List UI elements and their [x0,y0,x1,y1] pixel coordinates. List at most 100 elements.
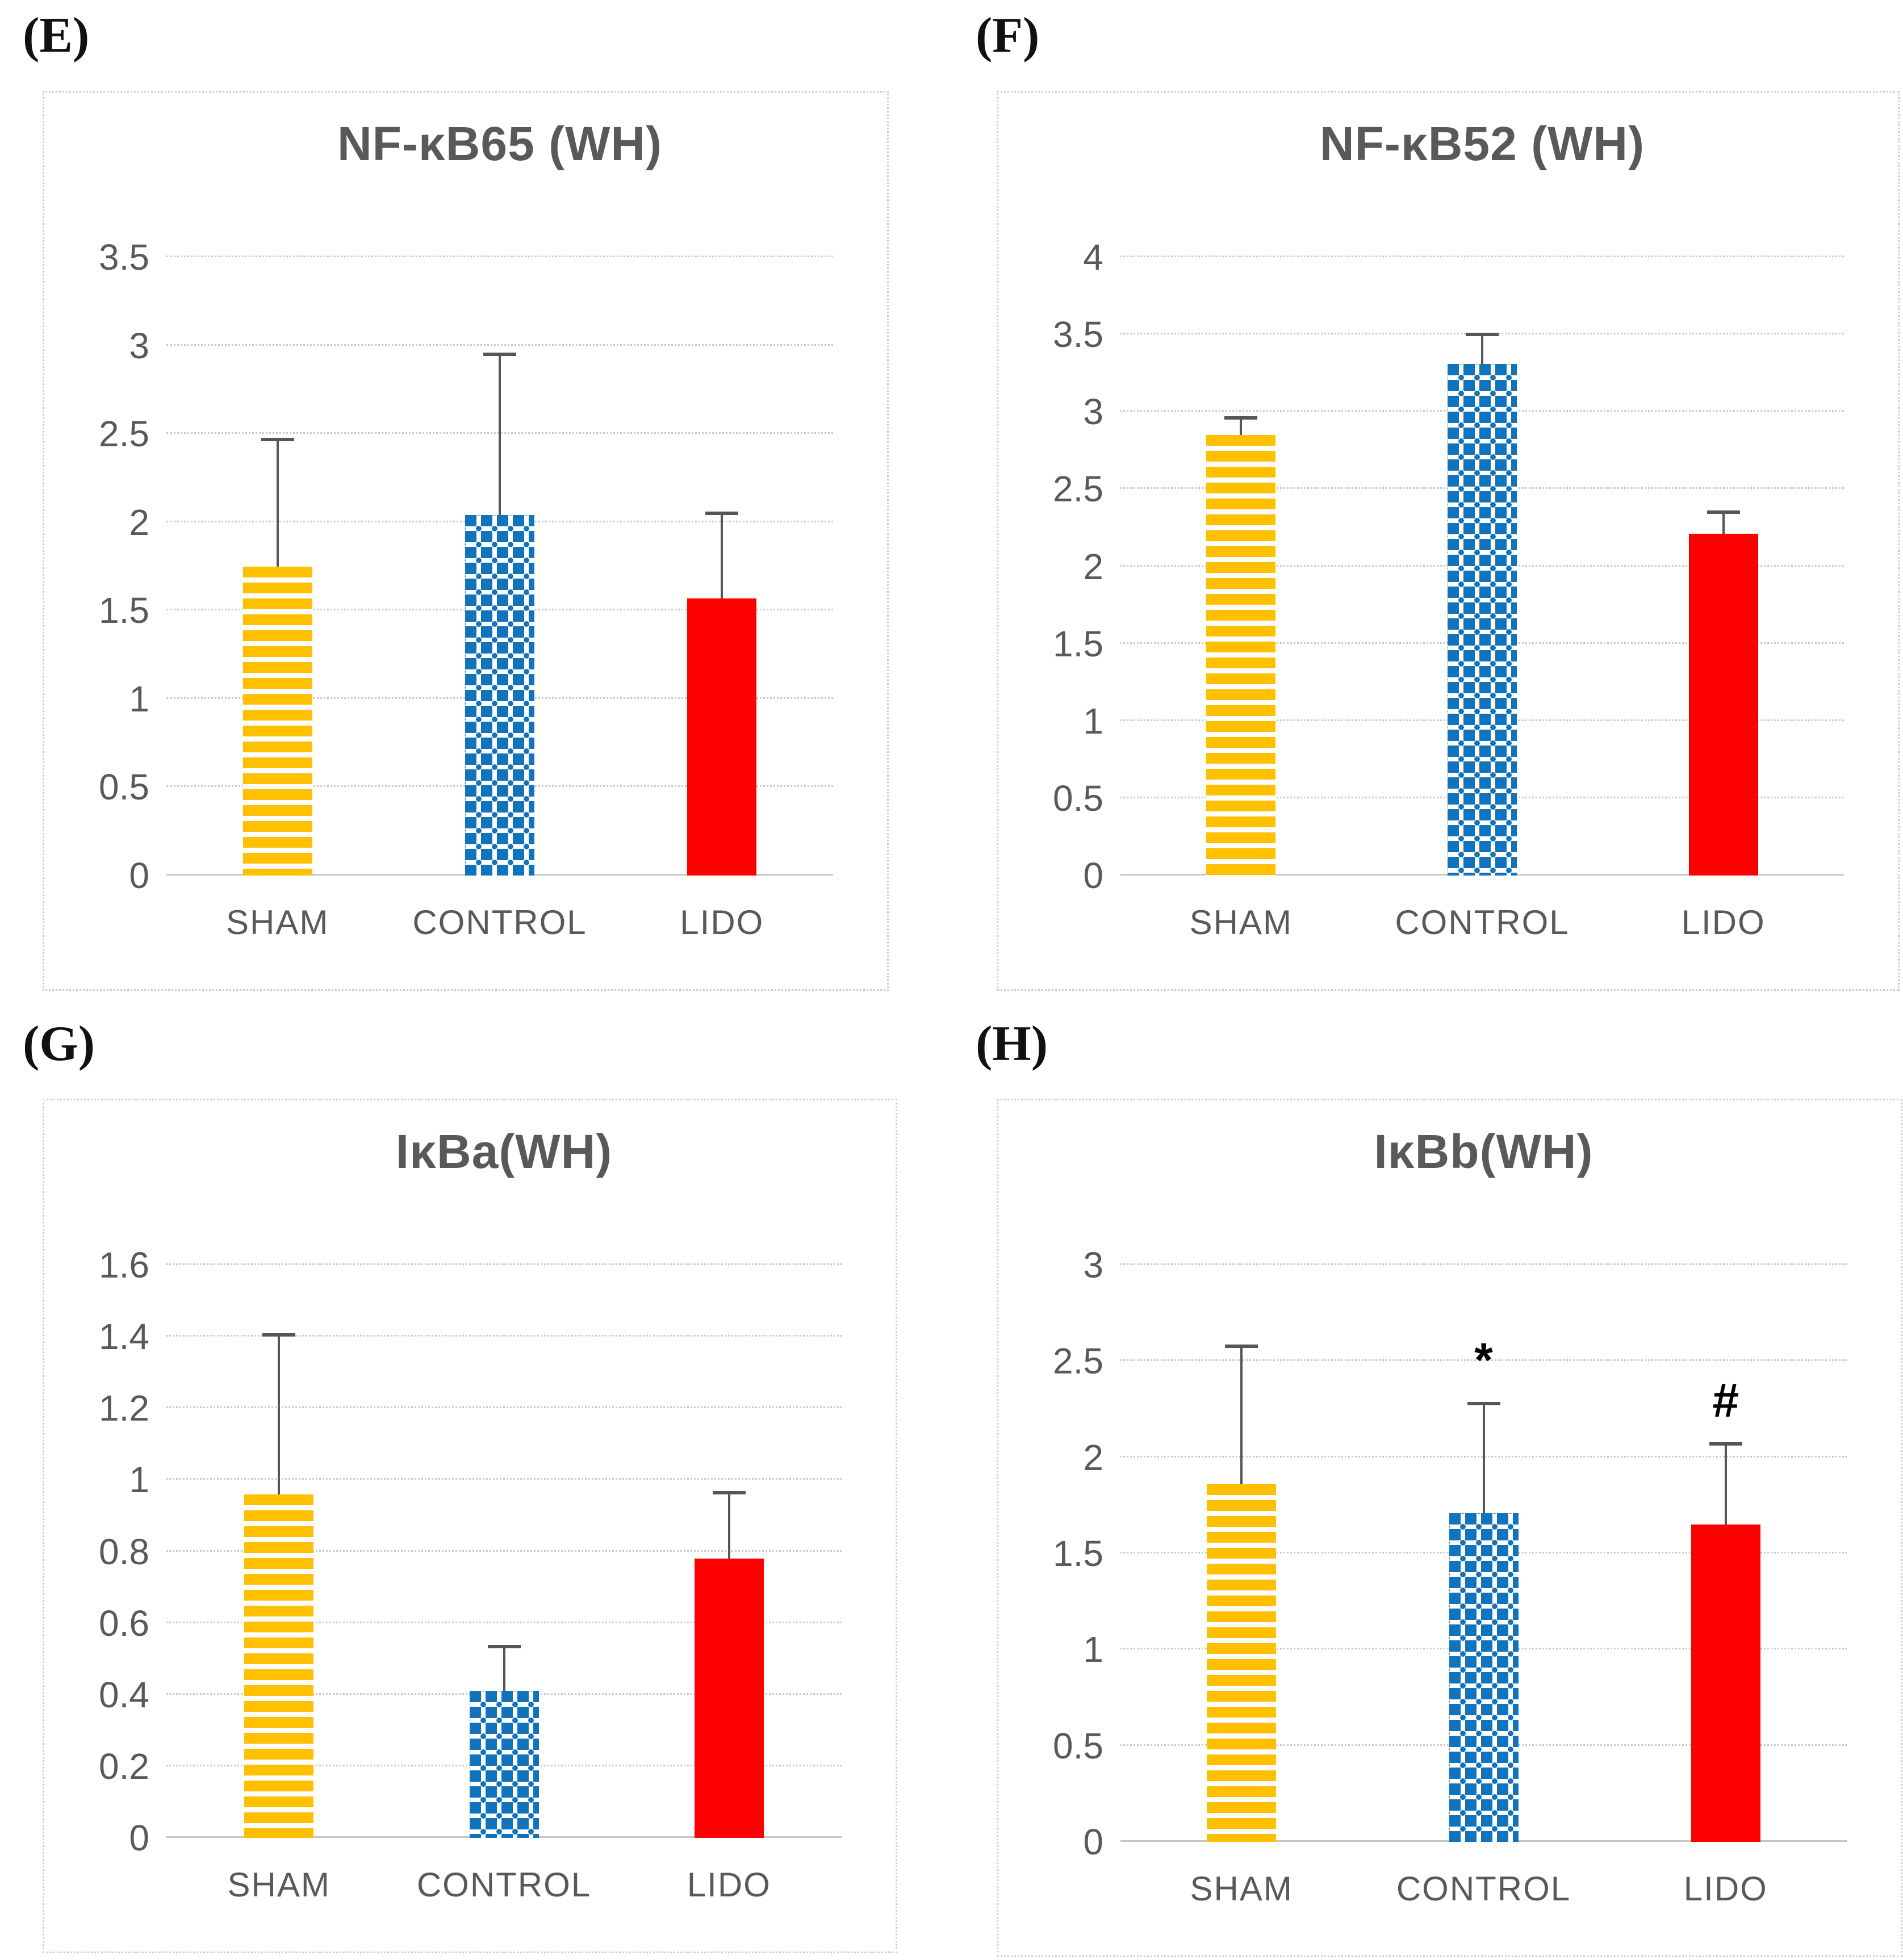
error-bar [721,515,723,598]
y-tick-label: 3.5 [99,237,149,278]
chart-title: NF-κB65 (WH) [337,117,663,170]
panel-letter-g: (G) [23,1016,95,1071]
panel-letter-h: (H) [976,1016,1048,1071]
chart-panel-e: NF-κB65 (WH) 3.5 3 2.5 2 1.5 1 0.5 0 SHAM CONTROL… [43,91,889,991]
plot-area: 3 2.5 2 1.5 1 0.5 0 SHAM * CONTROL # LIDO [1053,1247,1847,1908]
plot-area: 3.5 3 2.5 2 1.5 1 0.5 0 SHAM CONTROL LIDO [99,239,833,941]
gridline [166,1406,842,1409]
y-tick-label: 1 [129,1459,149,1501]
y-tick-label: 0.8 [99,1531,149,1572]
y-tick-label: 2.5 [99,413,149,455]
significance-marker: * [1474,1333,1493,1387]
gridline [1120,1359,1847,1362]
bar-sham [1207,1484,1277,1842]
plot-area: 4 3.5 3 2.5 2 1.5 1 0.5 0 SHAM CONTROL LIDO [1053,239,1844,941]
chart-panel-h: IκBb(WH) 3 2.5 2 1.5 1 0.5 0 SHAM * CONTROL # LIDO [997,1099,1902,1957]
gridline [166,1478,842,1480]
y-tick-label: 0 [129,1817,149,1858]
bar-lido [687,598,757,876]
x-category-label: LIDO [680,903,764,941]
bar-control [465,515,534,876]
bar-control [469,1691,539,1838]
chart-title: IκBa(WH) [395,1125,613,1178]
bar-sham [244,1494,314,1838]
error-bar [1240,419,1243,435]
y-tick-label: 3 [1083,391,1103,433]
error-bar [278,1337,281,1494]
x-category-label: CONTROL [412,903,587,941]
error-bar [1722,513,1725,534]
y-tick-label: 1 [129,678,149,719]
y-tick-label: 2 [1083,546,1103,587]
y-tick-label: 1 [1083,1629,1103,1670]
y-tick-label: 0.5 [99,767,149,808]
y-tick-label: 0 [1083,855,1103,896]
error-bar-cap [1709,1442,1742,1446]
y-tick-label: 1.2 [99,1388,149,1429]
x-category-label: LIDO [1683,1870,1768,1908]
x-category-label: SHAM [1190,1870,1293,1908]
y-tick-label: 1.4 [99,1316,149,1358]
y-tick-label: 0.2 [99,1745,149,1787]
x-category-label: SHAM [227,1866,331,1904]
error-bar-cap [1224,416,1258,420]
significance-marker: # [1712,1373,1739,1427]
x-category-label: SHAM [1189,903,1293,941]
y-tick-label: 0.4 [99,1674,149,1715]
y-tick-label: 1.5 [99,590,149,631]
chart-title: IκBb(WH) [1374,1125,1593,1178]
gridline [1120,1263,1847,1265]
bar-lido [1688,534,1758,876]
chart-title: NF-κB52 (WH) [1319,117,1645,170]
error-bar-cap [483,353,516,357]
x-category-label: CONTROL [1396,1870,1571,1908]
x-category-label: LIDO [687,1866,771,1904]
error-bar-cap [1707,510,1740,514]
panel-letter-e: (E) [23,8,90,63]
y-tick-label: 0 [129,855,149,896]
bar-control [1448,363,1517,876]
gridline [1120,256,1844,257]
error-bar [499,356,501,516]
y-tick-label: 2 [1083,1437,1103,1478]
bar-sham [1206,435,1276,876]
error-bar [1481,336,1483,364]
error-bar-cap [487,1644,521,1648]
y-tick-label: 3 [129,325,149,366]
y-tick-label: 3.5 [1053,314,1103,355]
error-bar-cap [262,1333,296,1337]
gridline [166,344,833,346]
error-bar-cap [705,512,739,516]
error-bar-cap [261,437,294,441]
y-tick-label: 0 [1083,1821,1103,1862]
y-tick-label: 0.6 [99,1602,149,1644]
x-category-label: CONTROL [1395,903,1570,941]
x-category-label: CONTROL [416,1866,592,1904]
y-tick-label: 1.5 [1053,1533,1103,1574]
plot-area: 1.6 1.4 1.2 1 0.8 0.6 0.4 0.2 0 SHAM CONTROL LIDO [99,1247,842,1904]
y-tick-label: 1.6 [99,1245,149,1285]
y-tick-label: 1 [1083,700,1103,742]
error-bar [1724,1446,1727,1525]
error-bar [503,1648,505,1691]
gridline [166,1263,842,1265]
bar-control [1449,1513,1519,1842]
y-tick-label: 2 [129,501,149,543]
error-bar-cap [1466,332,1499,336]
y-tick-label: 3 [1083,1245,1103,1285]
y-tick-label: 2.5 [1053,1341,1103,1382]
error-bar-cap [712,1490,746,1494]
y-tick-label: 4 [1083,237,1103,278]
y-tick-label: 1.5 [1053,623,1103,664]
x-category-label: LIDO [1681,903,1766,941]
x-category-label: SHAM [225,903,329,941]
error-bar [1482,1405,1485,1513]
gridline [166,256,833,257]
bar-sham [242,566,312,876]
gridline [166,1621,842,1623]
error-bar-cap [1225,1344,1258,1348]
y-tick-label: 0.5 [1053,1725,1103,1766]
panel-letter-f: (F) [976,8,1040,63]
gridline [166,1549,842,1552]
